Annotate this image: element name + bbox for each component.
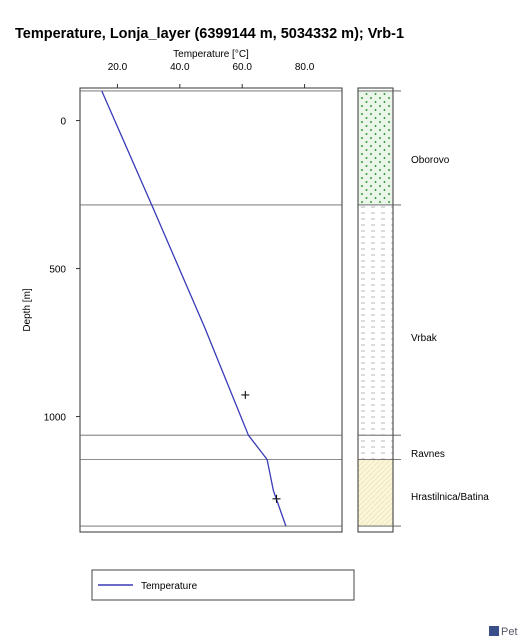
lithology-label: Ravnes — [411, 449, 445, 460]
x-ticks: 20.0 40.0 60.0 80.0 — [108, 62, 315, 88]
lithology-labels: Oborovo Vrbak Ravnes Hrastilnica/Batina — [411, 155, 489, 503]
lithology-frame — [357, 87, 394, 533]
x-tick-label: 60.0 — [232, 62, 252, 73]
y-tick-label: 0 — [60, 117, 66, 128]
chart-title: Temperature, Lonja_layer (6399144 m, 503… — [15, 26, 404, 42]
y-tick-label: 500 — [49, 265, 66, 276]
series-layer — [101, 90, 287, 527]
series-line-temperature — [101, 90, 287, 527]
legend-label: Temperature — [141, 581, 198, 592]
measurement-marker — [241, 390, 250, 399]
logo-text: Pet — [501, 626, 518, 638]
logo-icon — [489, 626, 499, 636]
lithology-label: Oborovo — [411, 155, 450, 166]
lithology-unit — [358, 90, 393, 205]
lithology-unit — [358, 459, 393, 527]
formation-boundaries — [80, 90, 342, 527]
y-axis-label: Depth [m] — [22, 288, 33, 332]
legend-box — [91, 569, 355, 601]
lithology-label: Hrastilnica/Batina — [411, 492, 489, 503]
plot-frame — [79, 87, 343, 533]
measurement-markers — [241, 390, 281, 503]
lithology-label: Vrbak — [411, 333, 438, 344]
lithology-unit — [358, 435, 393, 460]
x-tick-label: 80.0 — [295, 62, 315, 73]
y-tick-label: 1000 — [44, 413, 67, 424]
lithology-unit — [358, 204, 393, 436]
y-ticks: 0 500 1000 — [44, 117, 80, 424]
lithology-column — [357, 87, 401, 533]
x-tick-label: 20.0 — [108, 62, 128, 73]
x-axis-label: Temperature [°C] — [173, 49, 249, 60]
x-tick-label: 40.0 — [170, 62, 190, 73]
measurement-marker — [272, 494, 281, 503]
